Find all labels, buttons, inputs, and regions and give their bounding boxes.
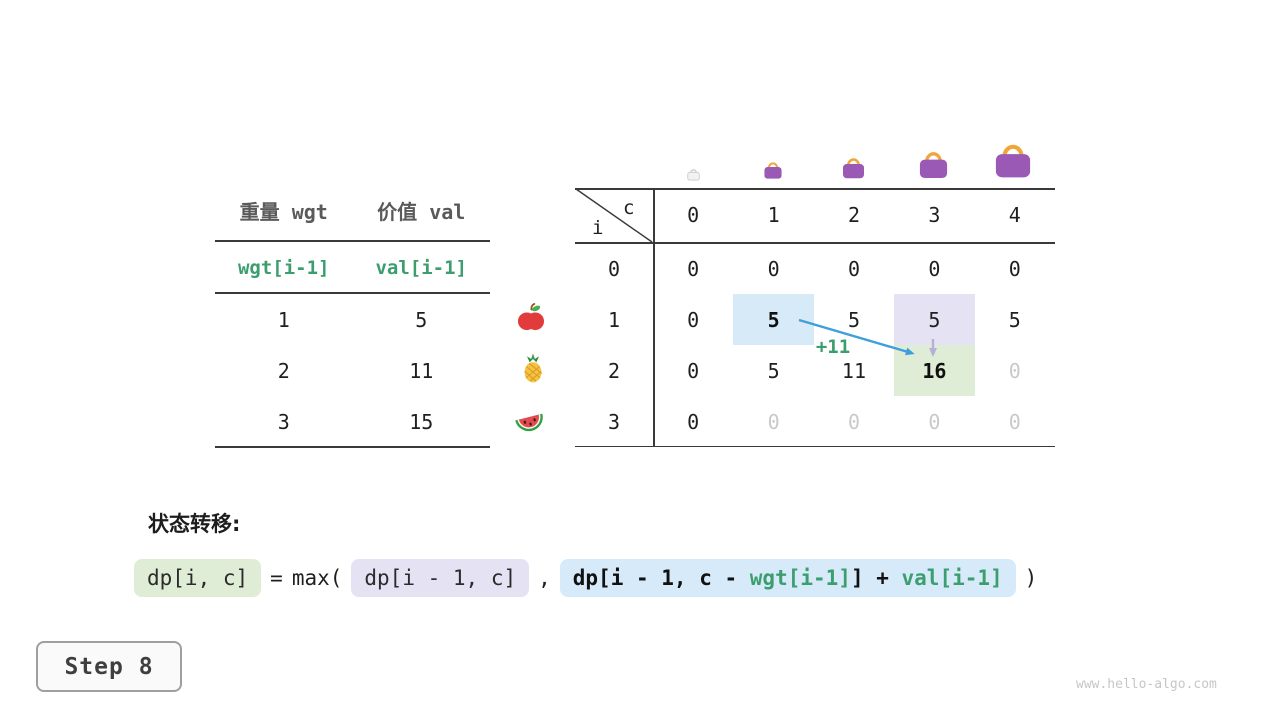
formula-take-mid: ] + [850,566,902,590]
dp-row-label: 1 [607,307,621,332]
dp-cell: 0 [687,307,700,332]
corner-label-c: c [623,197,635,219]
items-formula-wgt: wgt[i-1] [237,257,330,279]
transition-value-label: +11 [815,336,851,358]
items-table-rule-top [215,240,490,242]
dp-cell-target: 16 [894,345,975,396]
dp-cell: 0 [767,256,780,281]
item-wgt-value: 3 [277,410,290,434]
formula-equals: = [270,566,283,590]
formula-term-target: dp[i, c] [134,559,262,597]
corner-diagonal-line [575,188,653,243]
item-val-value: 5 [415,308,428,332]
step-indicator-label: Step 8 [64,653,154,680]
items-row-1: 1 5 [215,302,490,338]
dp-cell: 0 [1008,409,1021,434]
dp-table-rule-header [575,242,1055,244]
formula-max-open: max( [291,566,343,590]
dp-column-headers: 0 1 2 3 4 [653,188,1055,242]
dp-col-header: 2 [847,203,861,227]
dp-row-0: 0 0 0 0 0 0 [575,243,1055,294]
items-table-rule-bottom [215,446,490,448]
dp-table-rule-vertical [653,188,655,447]
dp-col-header: 1 [767,203,780,227]
item-wgt-value: 2 [277,359,290,383]
formula-take-wgt: wgt[i-1] [749,566,851,590]
formula-take-val: val[i-1] [901,566,1003,590]
dp-cell: 0 [928,256,941,281]
state-transition-formula: dp[i, c] = max( dp[i - 1, c] , dp[i - 1,… [134,559,1037,597]
dp-cell: 0 [847,256,860,281]
formula-term-take: dp[i - 1, c - wgt[i-1]] + val[i-1] [559,559,1016,597]
dp-cell: 0 [928,409,941,434]
dp-table: c i 0 1 2 3 4 0 0 0 0 0 0 1 0 5 5 5 5 2 … [575,188,1055,447]
dp-cell: 5 [1008,307,1021,332]
dp-cell: 0 [687,256,700,281]
item-val-value: 15 [409,410,434,434]
dp-col-header: 4 [1008,203,1021,227]
items-formula-val: val[i-1] [375,257,467,279]
dp-table-rule-bottom [575,445,1055,447]
formula-term-skip: dp[i - 1, c] [351,559,530,597]
items-table-rule-mid [215,292,490,294]
dp-cell: 5 [767,358,780,383]
dp-cell: 0 [687,358,700,383]
formula-comma: , [538,566,551,590]
dp-cell: 0 [1008,256,1021,281]
apple-icon [516,303,546,333]
bag-large-icon [916,147,951,180]
dp-cell-source-skip: 5 [894,294,975,345]
pineapple-icon [518,353,548,383]
step-indicator: Step 8 [36,641,182,692]
item-val-value: 11 [409,359,434,383]
items-col-header-val: 价值 val [377,199,466,224]
dp-cell: 0 [1008,358,1021,383]
dp-col-header: 3 [928,203,941,227]
items-header-row: 重量 wgt 价值 val [215,192,490,228]
items-row-2: 2 11 [215,353,490,389]
formula-title: 状态转移: [148,512,241,536]
items-table: 重量 wgt 价值 val wgt[i-1] val[i-1] 1 5 2 11… [215,190,490,448]
dp-cell-source-take: 5 [733,294,814,345]
dp-col-header: 0 [687,203,700,227]
dp-table-rule-top [575,188,1055,190]
bag-xlarge-icon [991,138,1035,180]
items-formula-row: wgt[i-1] val[i-1] [215,250,490,286]
dp-row-label: 2 [607,358,621,383]
bag-ghost-icon [686,167,701,181]
watermelon-icon [514,406,546,438]
items-row-3: 3 15 [215,404,490,440]
formula-close-paren: ) [1024,566,1038,590]
watermark: www.hello-algo.com [1076,677,1217,692]
dp-cell: 0 [687,409,700,434]
bag-medium-icon [840,154,867,180]
dp-row-label: 0 [607,256,621,281]
bag-small-icon [762,159,784,180]
dp-cell: 11 [841,358,867,383]
dp-cell: 0 [847,409,860,434]
item-wgt-value: 1 [277,308,290,332]
formula-take-prefix: dp[i - 1, c - [572,566,750,590]
corner-label-i: i [592,217,604,239]
dp-row-3: 3 0 0 0 0 0 [575,396,1055,447]
dp-cell: 0 [767,409,780,434]
items-col-header-wgt: 重量 wgt [239,199,328,224]
dp-row-label: 3 [607,409,621,434]
